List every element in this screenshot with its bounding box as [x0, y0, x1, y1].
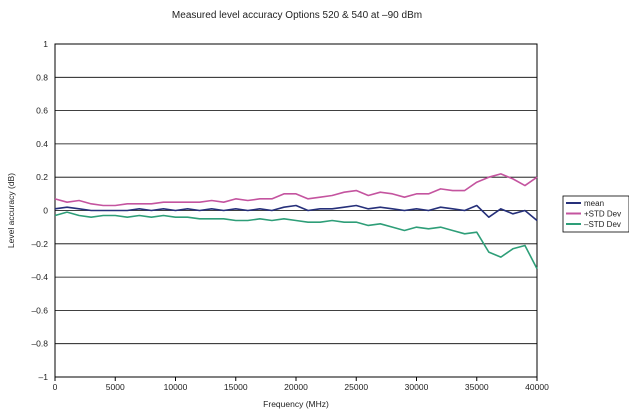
x-tick-label: 30000: [405, 382, 429, 392]
y-tick-label: 0: [43, 206, 48, 216]
legend-label-0: mean: [584, 199, 604, 208]
x-tick-labels: 0 5000 10000 15000 20000 25000 30000 35000 40000: [53, 377, 549, 392]
x-tick-label: 15000: [224, 382, 248, 392]
x-tick-label: 0: [53, 382, 58, 392]
y-tick-label: –1: [39, 372, 49, 382]
plot-frame: [54, 43, 538, 378]
x-tick-label: 10000: [164, 382, 188, 392]
chart-title: Measured level accuracy Options 520 & 54…: [172, 10, 422, 21]
y-axis-label: Level accuracy (dB): [6, 173, 16, 248]
series-line-1: [54, 173, 538, 207]
y-tick-label: 0.2: [36, 172, 48, 182]
y-tick-label: –0.2: [31, 239, 48, 249]
y-tick-label: 0.6: [36, 106, 48, 116]
y-tick-label: –0.8: [31, 339, 48, 349]
legend: mean +STD Dev–STD Dev: [562, 195, 629, 233]
y-tick-labels: 1 0.8 0.6 0.4 0.2 0 –0.2 –0.4 –0.6 –0.8 –1: [31, 39, 48, 382]
x-axis-label: Frequency (MHz): [263, 399, 329, 409]
x-tick-label: 20000: [284, 382, 308, 392]
series-line-2: [54, 211, 538, 270]
y-tick-label: 0.4: [36, 139, 48, 149]
legend-label-2: –STD Dev: [584, 220, 621, 229]
x-tick-label: 25000: [344, 382, 368, 392]
y-tick-label: –0.4: [31, 272, 48, 282]
series-line-0: [54, 204, 538, 222]
legend-label-1: +STD Dev: [584, 210, 621, 219]
y-tick-label: 0.8: [36, 72, 48, 82]
x-tick-label: 40000: [525, 382, 549, 392]
x-tick-label: 5000: [106, 382, 125, 392]
x-tick-label: 35000: [465, 382, 489, 392]
y-tick-label: 1: [43, 39, 48, 49]
series-layer: [54, 173, 538, 270]
y-tick-label: –0.6: [31, 305, 48, 315]
